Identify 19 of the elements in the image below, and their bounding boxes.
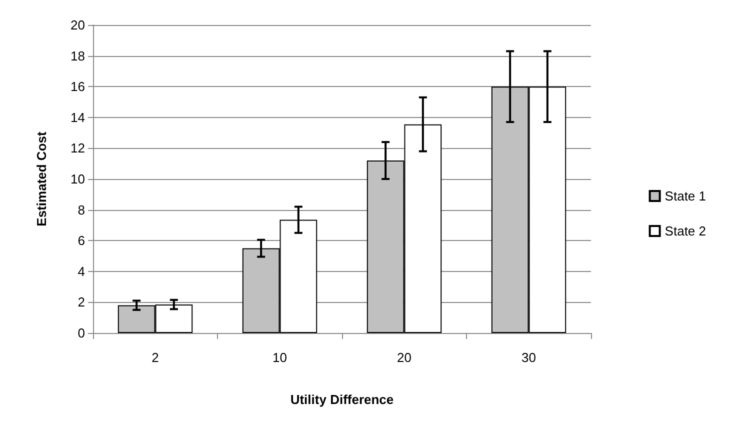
x-tick-label: 2 bbox=[152, 350, 159, 365]
y-tick-label: 2 bbox=[78, 294, 85, 310]
y-axis-title: Estimated Cost bbox=[34, 131, 49, 226]
y-tick-label: 18 bbox=[70, 48, 85, 64]
y-tick-label: 4 bbox=[78, 264, 85, 279]
y-tick-label: 6 bbox=[78, 233, 85, 248]
y-tick-label: 8 bbox=[78, 202, 85, 218]
x-tick-label: 20 bbox=[397, 350, 412, 365]
x-axis-title: Utility Difference bbox=[290, 392, 394, 407]
y-tick-label: 20 bbox=[70, 18, 85, 32]
legend-label: State 2 bbox=[664, 224, 706, 238]
y-tick-label: 12 bbox=[70, 140, 85, 156]
y-tick-label: 16 bbox=[70, 79, 85, 94]
y-tick-label: 10 bbox=[70, 172, 85, 186]
x-tick-label: 30 bbox=[522, 350, 536, 365]
legend-label: State 1 bbox=[664, 188, 706, 204]
x-tick-label: 10 bbox=[272, 350, 287, 365]
y-tick-label: 14 bbox=[70, 110, 85, 125]
y-tick-label: 0 bbox=[78, 326, 85, 340]
